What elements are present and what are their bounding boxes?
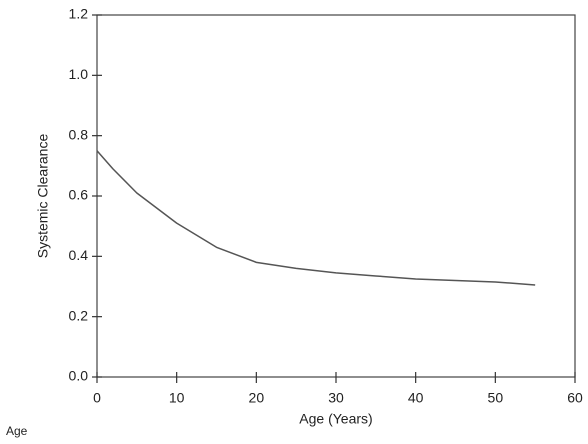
y-tick-label: 0.4 <box>69 247 89 263</box>
x-tick-label: 20 <box>249 390 265 406</box>
x-tick-label: 40 <box>408 390 424 406</box>
line-series <box>96 150 536 286</box>
x-tick-label: 30 <box>328 390 344 406</box>
x-tick-label: 50 <box>488 390 504 406</box>
x-tick-label: 10 <box>169 390 185 406</box>
y-tick-label: 0.8 <box>69 126 89 142</box>
y-tick-label: 1.2 <box>69 6 89 22</box>
y-tick-label: 0.2 <box>69 307 89 323</box>
y-axis-label: Systemic Clearance <box>35 134 51 259</box>
y-tick-label: 0.6 <box>69 187 89 203</box>
caption: Age <box>6 424 28 438</box>
x-tick-label: 0 <box>93 390 101 406</box>
y-tick-label: 1.0 <box>69 66 89 82</box>
plot-frame <box>96 14 576 378</box>
y-tick-label: 0.0 <box>69 368 89 384</box>
x-tick-label: 60 <box>567 390 583 406</box>
x-axis-label: Age (Years) <box>299 411 372 427</box>
